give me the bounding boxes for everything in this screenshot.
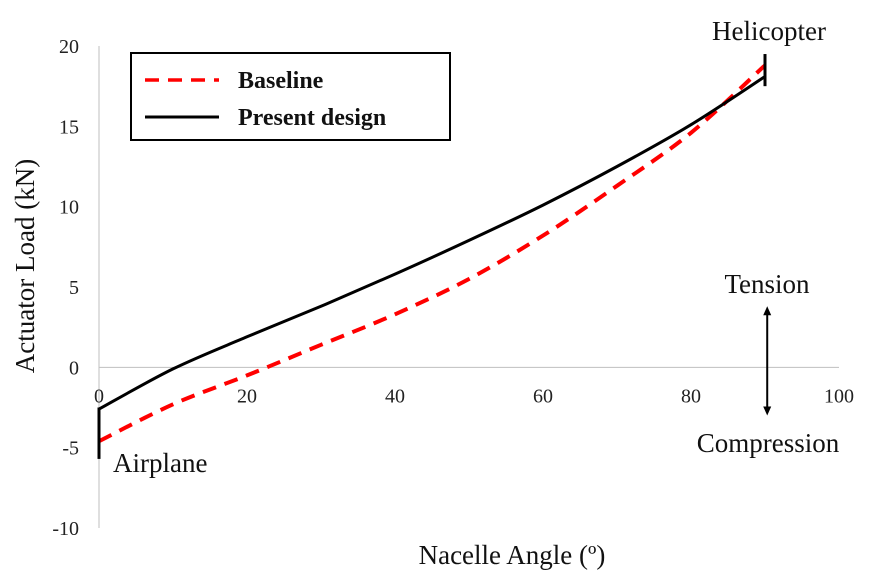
y-tick-label: 5 [69,277,79,299]
x-tick-label: 40 [385,385,405,407]
range-markers [97,54,772,459]
x-axis-title: Nacelle Angle (º) [419,540,606,570]
y-tick-label: 15 [59,116,79,138]
y-tick-label: -10 [52,518,79,540]
compression-annotation: Compression [697,428,840,458]
x-tick-label: 60 [533,385,553,407]
x-tick-label: 20 [237,385,257,407]
tension-annotation: Tension [724,269,810,299]
tick-labels: -10 -5 0 5 10 15 20 0 20 40 60 80 100 [52,36,854,540]
legend-label-present-design: Present design [238,105,386,131]
helicopter-annotation: Helicopter [712,16,826,46]
legend-label-baseline: Baseline [238,68,324,94]
x-tick-label: 80 [681,385,701,407]
y-tick-label: 0 [69,357,79,379]
x-tick-label: 0 [94,385,104,407]
arrow-up-head [763,306,772,316]
series-line-present-design [98,75,766,411]
y-axis-title: Actuator Load (kN) [10,159,40,373]
legend-box [130,52,451,141]
y-tick-label: 10 [59,197,79,219]
x-tick-label: 100 [824,385,854,407]
y-tick-label: 20 [59,36,79,58]
legend: Baseline Present design [130,52,451,141]
series-line-baseline [98,63,767,443]
arrow-down-head [763,406,772,416]
series-layer [98,63,767,443]
airplane-annotation: Airplane [113,448,207,478]
y-tick-label: -5 [62,438,79,460]
